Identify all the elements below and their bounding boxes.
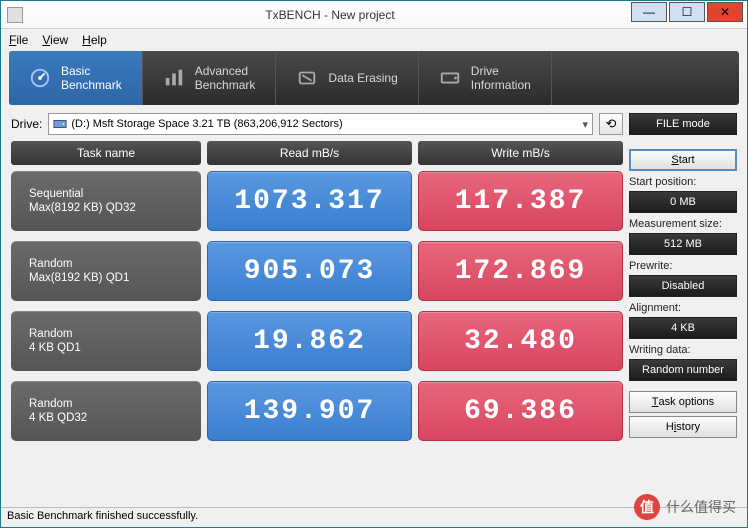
menu-help[interactable]: Help — [82, 33, 107, 47]
write-value: 69.386 — [418, 381, 623, 441]
header-write: Write mB/s — [418, 141, 623, 165]
file-mode-button[interactable]: FILE mode — [629, 113, 737, 135]
refresh-button[interactable]: ⟲ — [599, 113, 623, 135]
write-value: 32.480 — [418, 311, 623, 371]
side-panel: FILE mode Start Start position: 0 MB Mea… — [629, 113, 737, 507]
start-pos-value[interactable]: 0 MB — [629, 191, 737, 213]
result-row: SequentialMax(8192 KB) QD321073.317117.3… — [11, 171, 623, 231]
tab-advanced-benchmark[interactable]: AdvancedBenchmark — [143, 51, 277, 105]
read-value: 139.907 — [207, 381, 412, 441]
start-button[interactable]: Start — [629, 149, 737, 171]
task-name: SequentialMax(8192 KB) QD32 — [11, 171, 201, 231]
tab-label: Basic — [61, 64, 122, 78]
start-pos-label: Start position: — [629, 176, 737, 188]
read-value: 19.862 — [207, 311, 412, 371]
prewrite-value[interactable]: Disabled — [629, 275, 737, 297]
task-options-button[interactable]: Task options — [629, 391, 737, 413]
titlebar: TxBENCH - New project — ☐ ✕ — [1, 1, 747, 29]
alignment-label: Alignment: — [629, 302, 737, 314]
table-header: Task name Read mB/s Write mB/s — [11, 141, 623, 165]
nav-tabs: BasicBenchmark AdvancedBenchmark Data Er… — [9, 51, 739, 105]
tab-basic-benchmark[interactable]: BasicBenchmark — [9, 51, 143, 105]
erase-icon — [296, 67, 318, 89]
alignment-value[interactable]: 4 KB — [629, 317, 737, 339]
task-name: Random4 KB QD1 — [11, 311, 201, 371]
menu-file[interactable]: File — [9, 33, 28, 47]
status-bar: Basic Benchmark finished successfully. — [1, 507, 747, 527]
main-panel: Drive: (D:) Msft Storage Space 3.21 TB (… — [11, 113, 623, 507]
menu-view[interactable]: View — [42, 33, 68, 47]
measurement-label: Measurement size: — [629, 218, 737, 230]
task-name: Random4 KB QD32 — [11, 381, 201, 441]
gauge-icon — [29, 67, 51, 89]
result-row: Random4 KB QD119.86232.480 — [11, 311, 623, 371]
history-button[interactable]: History — [629, 416, 737, 438]
maximize-button[interactable]: ☐ — [669, 2, 705, 22]
bars-icon — [163, 67, 185, 89]
close-button[interactable]: ✕ — [707, 2, 743, 22]
measurement-value[interactable]: 512 MB — [629, 233, 737, 255]
header-task: Task name — [11, 141, 201, 165]
prewrite-label: Prewrite: — [629, 260, 737, 272]
tab-label: Data Erasing — [328, 71, 397, 85]
content-area: Drive: (D:) Msft Storage Space 3.21 TB (… — [1, 105, 747, 507]
tab-drive-information[interactable]: DriveInformation — [419, 51, 552, 105]
result-row: RandomMax(8192 KB) QD1905.073172.869 — [11, 241, 623, 301]
tab-data-erasing[interactable]: Data Erasing — [276, 51, 418, 105]
results-rows: SequentialMax(8192 KB) QD321073.317117.3… — [11, 171, 623, 451]
tab-label: Benchmark — [61, 78, 122, 92]
header-read: Read mB/s — [207, 141, 412, 165]
tab-label: Benchmark — [195, 78, 256, 92]
task-name: RandomMax(8192 KB) QD1 — [11, 241, 201, 301]
read-value: 1073.317 — [207, 171, 412, 231]
drive-icon — [439, 67, 461, 89]
app-window: TxBENCH - New project — ☐ ✕ File View He… — [0, 0, 748, 528]
app-icon — [7, 7, 23, 23]
read-value: 905.073 — [207, 241, 412, 301]
window-title: TxBENCH - New project — [29, 8, 631, 22]
write-value: 117.387 — [418, 171, 623, 231]
drive-row: Drive: (D:) Msft Storage Space 3.21 TB (… — [11, 113, 623, 135]
minimize-button[interactable]: — — [631, 2, 667, 22]
menubar: File View Help — [1, 29, 747, 51]
tab-label: Advanced — [195, 64, 256, 78]
writing-data-value[interactable]: Random number — [629, 359, 737, 381]
write-value: 172.869 — [418, 241, 623, 301]
drive-selected-text: (D:) Msft Storage Space 3.21 TB (863,206… — [71, 118, 342, 130]
drive-select[interactable]: (D:) Msft Storage Space 3.21 TB (863,206… — [48, 113, 593, 135]
drive-label: Drive: — [11, 117, 42, 131]
disk-icon — [53, 117, 67, 131]
writing-data-label: Writing data: — [629, 344, 737, 356]
tab-label: Drive — [471, 64, 531, 78]
tab-label: Information — [471, 78, 531, 92]
result-row: Random4 KB QD32139.90769.386 — [11, 381, 623, 441]
